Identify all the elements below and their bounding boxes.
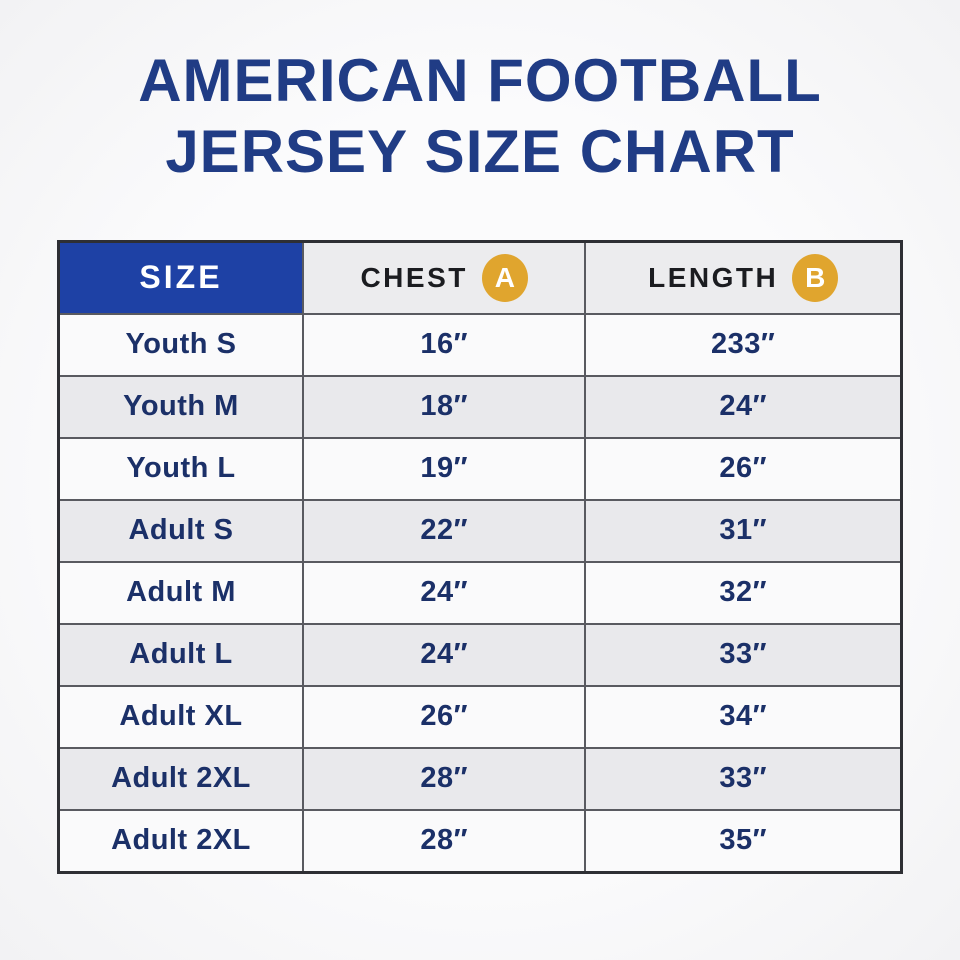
size-cell: Adult 2XL — [57, 808, 304, 874]
chest-a-badge-icon: A — [481, 253, 528, 302]
size-cell: Youth M — [57, 374, 304, 439]
chest-cell: 26″ — [301, 684, 587, 749]
table-row: Adult 2XL 28″ 33″ — [57, 746, 903, 811]
chest-cell: 28″ — [301, 746, 587, 811]
size-cell: Adult S — [57, 498, 304, 563]
chest-cell: 28″ — [301, 808, 587, 874]
header-cell-size: SIZE — [57, 240, 304, 315]
length-cell: 26″ — [584, 436, 903, 501]
chart-title-line2: JERSEY SIZE CHART — [165, 117, 795, 185]
size-cell: Adult M — [57, 560, 304, 625]
chest-cell: 22″ — [301, 498, 587, 563]
table-row: Youth S 16″ 233″ — [57, 312, 903, 377]
length-cell: 35″ — [584, 808, 903, 874]
chest-cell: 19″ — [301, 436, 587, 501]
header-row: SIZE CHEST A LENGTH B — [57, 240, 903, 315]
chest-cell: 24″ — [301, 560, 587, 625]
table-row: Adult S 22″ 31″ — [57, 498, 903, 563]
size-chart-table: SIZE CHEST A LENGTH B Youth S — [57, 239, 903, 874]
chest-cell: 24″ — [301, 622, 587, 687]
chart-title: AMERICAN FOOTBALL JERSEY SIZE CHART — [0, 0, 960, 188]
length-b-badge-icon: B — [792, 253, 839, 302]
length-cell: 233″ — [584, 312, 903, 377]
length-cell: 32″ — [584, 560, 903, 625]
header-cell-length: LENGTH B — [584, 240, 903, 315]
length-cell: 33″ — [584, 746, 903, 811]
table-row: Adult 2XL 28″ 35″ — [57, 808, 903, 874]
length-header-label: LENGTH — [648, 261, 779, 293]
length-cell: 34″ — [584, 684, 903, 749]
table-row: Adult M 24″ 32″ — [57, 560, 903, 625]
chart-title-line1: AMERICAN FOOTBALL — [138, 47, 822, 114]
table-row: Youth L 19″ 26″ — [57, 436, 903, 501]
chest-header-label: CHEST — [360, 261, 468, 293]
size-cell: Youth S — [57, 312, 304, 377]
header-cell-chest: CHEST A — [301, 240, 587, 315]
size-cell: Adult L — [57, 622, 304, 687]
length-cell: 31″ — [584, 498, 903, 563]
size-cell: Adult XL — [57, 684, 304, 749]
chest-cell: 16″ — [301, 312, 587, 377]
chest-cell: 18″ — [301, 374, 587, 439]
length-cell: 24″ — [584, 374, 903, 439]
size-cell: Adult 2XL — [57, 746, 304, 811]
length-cell: 33″ — [584, 622, 903, 687]
size-header-label: SIZE — [139, 259, 223, 296]
table-row: Adult XL 26″ 34″ — [57, 684, 903, 749]
table-row: Youth M 18″ 24″ — [57, 374, 903, 439]
table-row: Adult L 24″ 33″ — [57, 622, 903, 687]
size-cell: Youth L — [57, 436, 304, 501]
